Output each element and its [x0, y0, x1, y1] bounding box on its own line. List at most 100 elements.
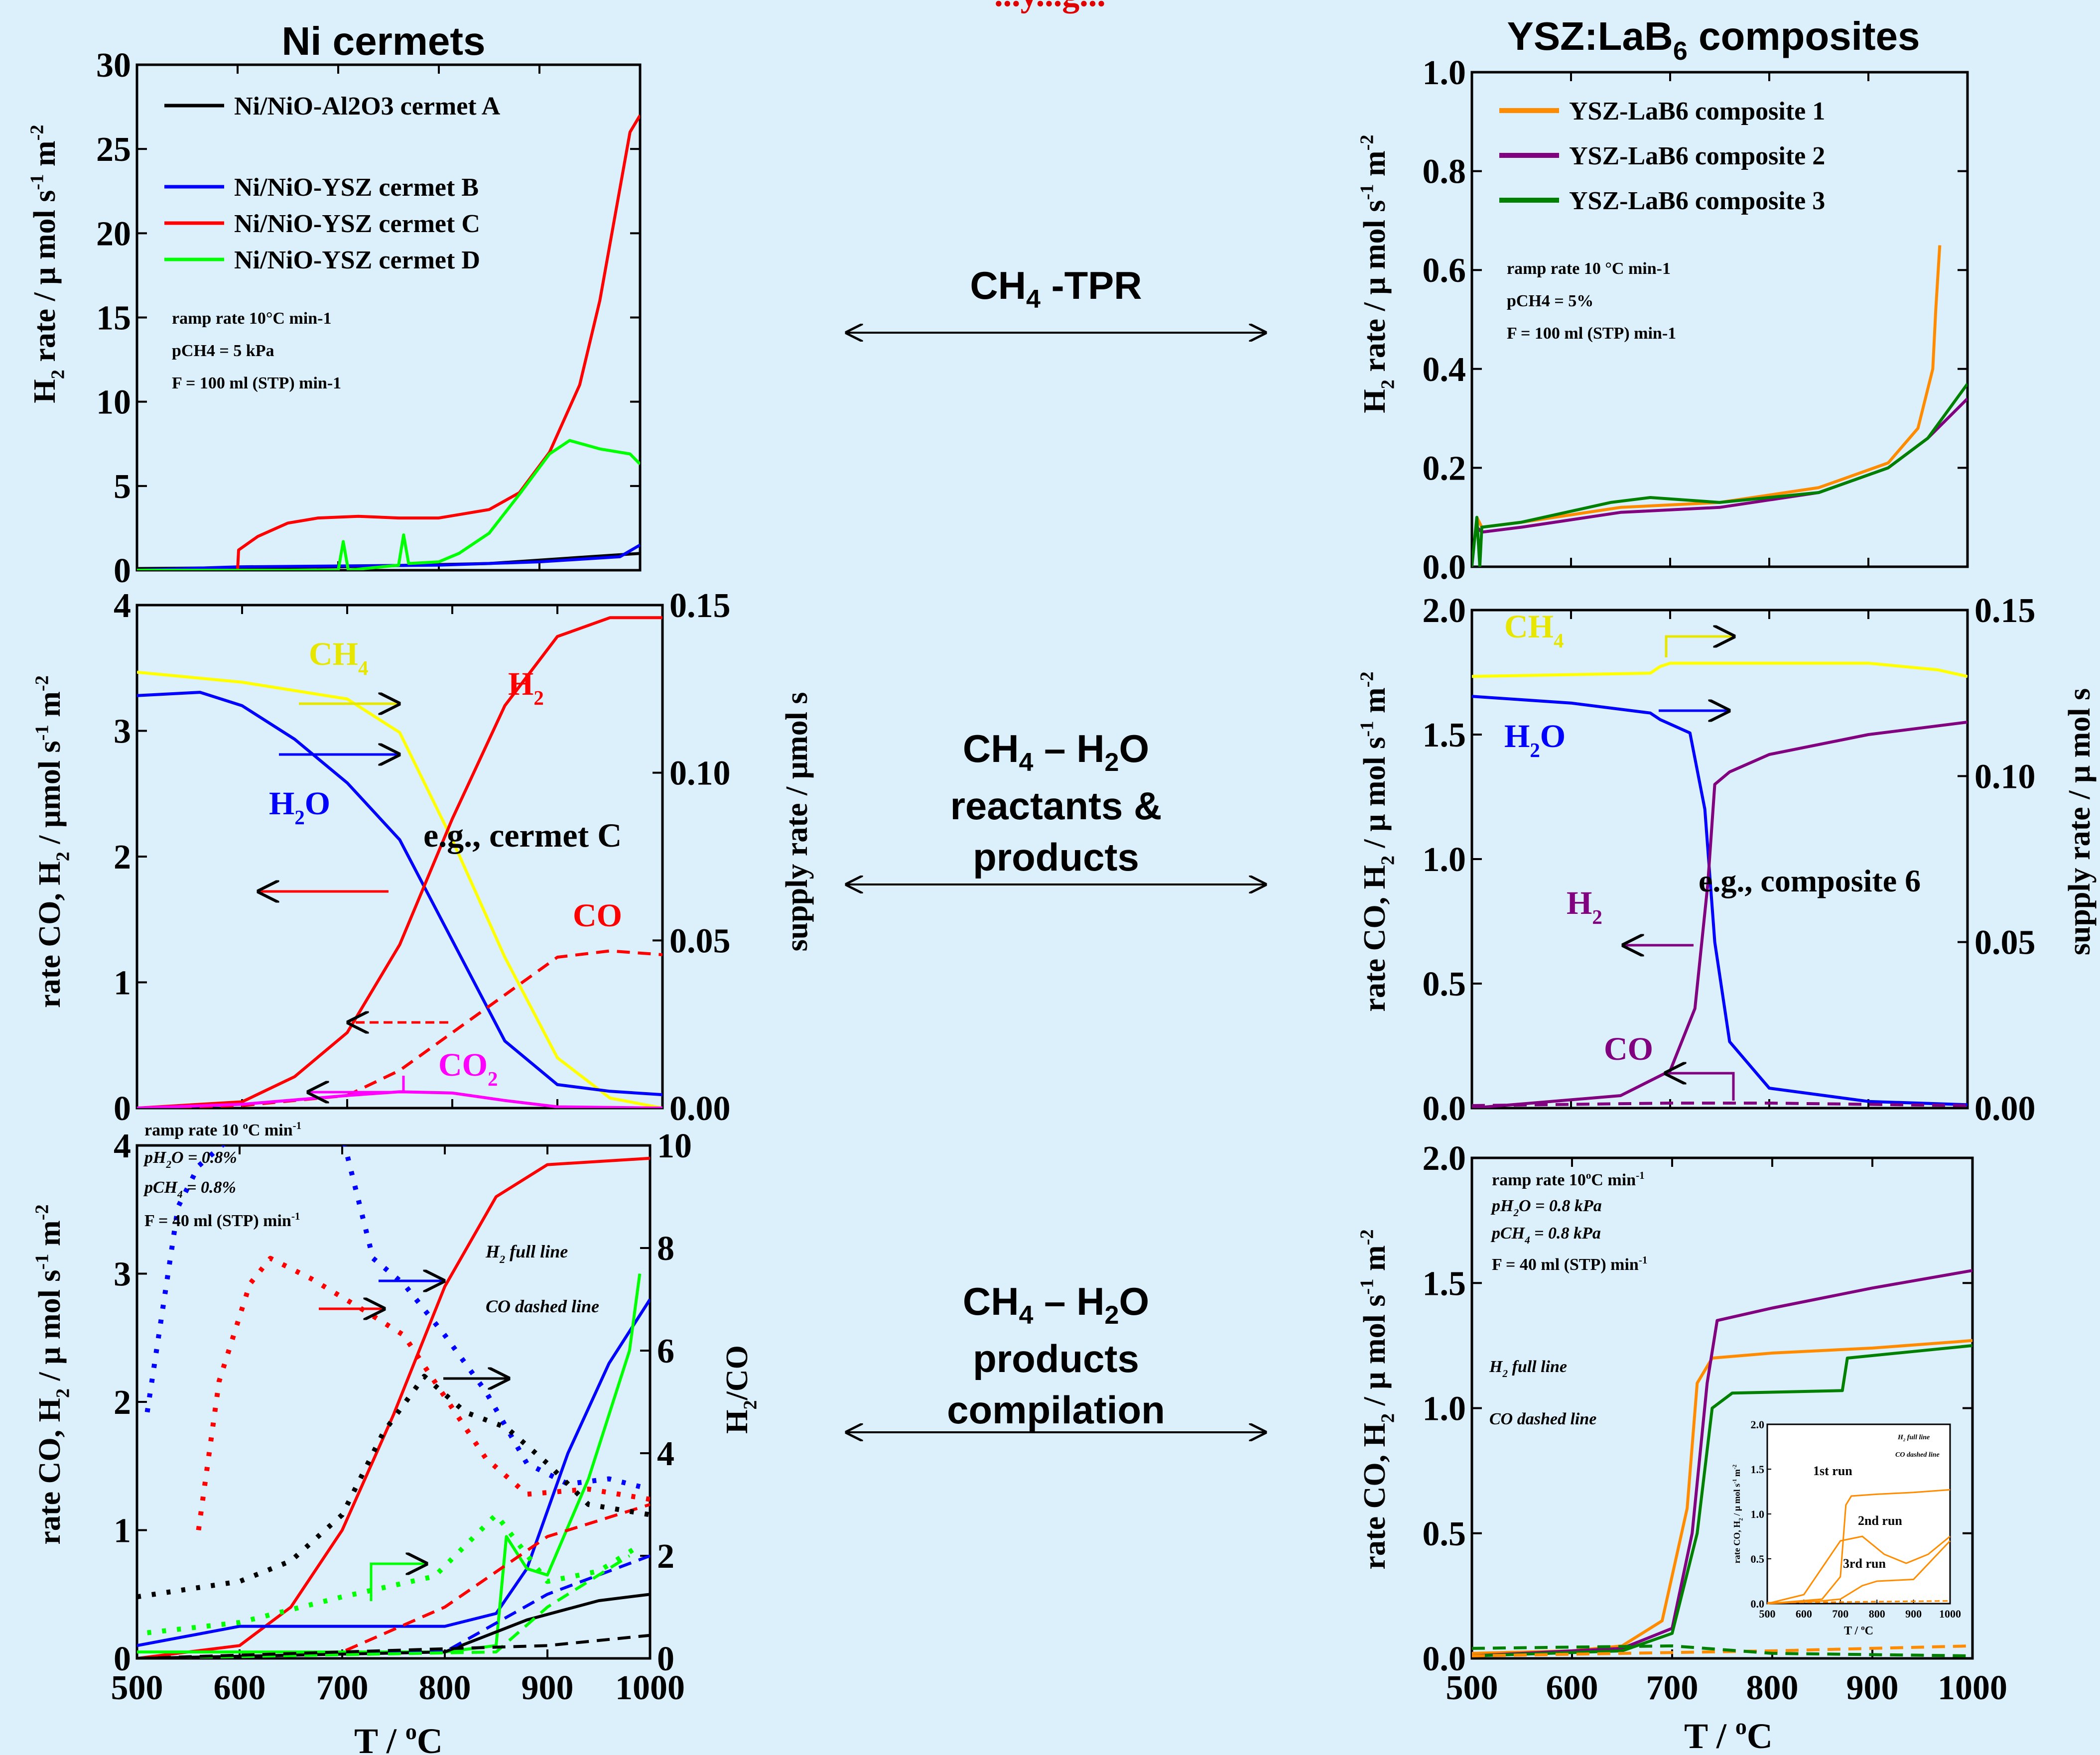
y-tick-label: 2.0 [1423, 592, 1466, 630]
series-label-h2o: H2O [269, 785, 330, 829]
arrow-reactants-products: CH4 – H2O reactants & products [847, 727, 1265, 884]
series-label-co: CO [1604, 1031, 1653, 1067]
arrow-reactants-label-3: products [973, 835, 1139, 879]
y-tick-label: 4 [114, 587, 131, 625]
arrow-ch4-tpr-label: CH4 -TPR [970, 263, 1142, 314]
y-axis-label: rate CO, H2 / μ mol s-1 m-2 [31, 1204, 73, 1544]
series-line [137, 1090, 662, 1108]
condition-text: F = 40 ml (STP) min-1 [1492, 1254, 1647, 1274]
y-tick-label: 1 [114, 964, 131, 1003]
series-line [1472, 661, 1968, 678]
y2-tick-label: 8 [657, 1230, 674, 1268]
series-line [137, 114, 640, 570]
y-tick-label: 1.5 [1423, 716, 1466, 754]
series-line [137, 1554, 631, 1658]
series-line [1472, 382, 1968, 567]
inset-series-line [1767, 1600, 1951, 1604]
condition-text: F = 40 ml (STP) min-1 [144, 1210, 300, 1230]
x-tick-label: 1000 [615, 1669, 685, 1707]
y-tick-label: 1.0 [1423, 54, 1466, 92]
y-tick-label: 0.5 [1423, 965, 1466, 1003]
x-tick-label: 800 [1746, 1669, 1799, 1707]
axis-arrow [1666, 1073, 1735, 1101]
y2-tick-label: 0.15 [1974, 592, 2036, 630]
y-tick-label: 2 [114, 1383, 131, 1422]
series-line [1472, 1644, 1972, 1657]
condition-text: pCH4 = 0.8% [143, 1178, 236, 1200]
condition-text: ramp rate 10oC min-1 [1492, 1169, 1645, 1189]
y-tick-label: 3 [114, 1255, 131, 1294]
y-tick-label: 0.0 [1423, 1090, 1466, 1128]
plot-frame [1470, 71, 1969, 568]
series-line [147, 1512, 642, 1635]
y-tick-label: 10 [96, 383, 131, 422]
inset-panel: 500 600 700 800 900 1000 0.0 0.5 1.0 1.5 2.0 T / oC… [1732, 1418, 1961, 1637]
x-tick-label: 600 [1546, 1669, 1598, 1707]
y-tick-label: 0.5 [1423, 1515, 1466, 1553]
x-tick-label: 1000 [1938, 1669, 2007, 1707]
series-line [137, 1298, 650, 1647]
legend-label: Ni/NiO-YSZ cermet C [234, 210, 480, 238]
series-line [137, 1374, 650, 1600]
condition-text: pCH4 = 5% [1507, 292, 1593, 310]
y-tick-label: 20 [96, 215, 131, 253]
inset-y-label: rate CO, H2 / μ mol s-1 m-2 [1732, 1464, 1744, 1563]
series-layer [1472, 245, 1968, 567]
inset-run-label: 2nd run [1858, 1513, 1902, 1528]
y-tick-label: 0 [114, 552, 131, 590]
condition-text: F = 100 ml (STP) min-1 [1507, 324, 1676, 343]
y-tick-label: 0 [114, 1090, 131, 1128]
series-label-h2: H2 [508, 666, 544, 709]
y2-tick-label: 0.10 [669, 754, 731, 793]
x-tick-label: 600 [214, 1669, 266, 1707]
y-tick-label: 25 [96, 130, 131, 169]
series-line [137, 439, 640, 570]
annotation: e.g., cermet C [423, 816, 622, 854]
series-line [137, 1273, 642, 1654]
legend-label: Ni/NiO-YSZ cermet B [234, 173, 479, 202]
condition-text: F = 100 ml (STP) min-1 [172, 374, 341, 392]
y2-tick-label: 0.00 [669, 1090, 731, 1128]
y2-tick-label: 0.10 [1974, 757, 2036, 796]
axis-arrow [1665, 636, 1733, 657]
series-line [137, 1156, 650, 1658]
y2-tick-label: 10 [657, 1127, 692, 1165]
y2-tick-label: 0.05 [1974, 924, 2036, 962]
y-tick-label: 30 [96, 46, 131, 85]
condition-text: pCH4 = 0.8 kPa [1490, 1224, 1601, 1246]
condition-text: ramp rate 10 °C min-1 [1507, 259, 1671, 278]
inset-series-line [1767, 1535, 1951, 1605]
series-layer [137, 616, 662, 1108]
series-line [137, 616, 662, 1108]
series-line [137, 1593, 650, 1658]
annotation: e.g., composite 6 [1699, 863, 1921, 898]
series-line [137, 670, 662, 1108]
panel-ysz-reactants: 0.0 0.5 1.0 1.5 2.0 0.00 0.05 0.10 0.15 CH4 H2O H2 C… [1423, 592, 2036, 1128]
arrow-compilation-label-1: CH4 – H2O [963, 1279, 1149, 1330]
x-axis-label-left: T / oC [354, 1719, 443, 1755]
x-tick-label: 700 [316, 1669, 369, 1707]
arrow-reactants-label-1: CH4 – H2O [963, 727, 1149, 777]
y2-tick-label: 0.15 [669, 587, 731, 625]
condition-text: pH2O = 0.8 kPa [1490, 1197, 1602, 1219]
y-tick-label: 1 [114, 1512, 131, 1550]
inset-x-tick-label: 600 [1796, 1608, 1812, 1620]
panel-ysz-tpr: 0.0 0.2 0.4 0.6 0.8 1.0 YSZ-LaB6 composite 1 YS… [1423, 54, 1969, 587]
series-line [1475, 245, 1942, 529]
y2-tick-label: 0.00 [1974, 1090, 2036, 1128]
series-line [137, 543, 640, 570]
y-tick-label: 0.4 [1423, 351, 1466, 389]
y-tick-label: 0.6 [1423, 251, 1466, 290]
inset-note: CO dashed line [1895, 1451, 1940, 1459]
inset-x-tick-label: 1000 [1939, 1608, 1961, 1620]
y-axis-label: rate CO, H2 / μ mol s-1 m-2 [1356, 1229, 1398, 1569]
inset-note: H2 full line [1897, 1434, 1930, 1442]
inset-x-tick-label: 700 [1832, 1608, 1848, 1620]
series-line [1472, 1102, 1968, 1107]
series-label-co: CO [573, 897, 622, 934]
y2-tick-label: 6 [657, 1332, 674, 1371]
y-tick-label: 15 [96, 299, 131, 338]
series-layer [1472, 1269, 1972, 1657]
